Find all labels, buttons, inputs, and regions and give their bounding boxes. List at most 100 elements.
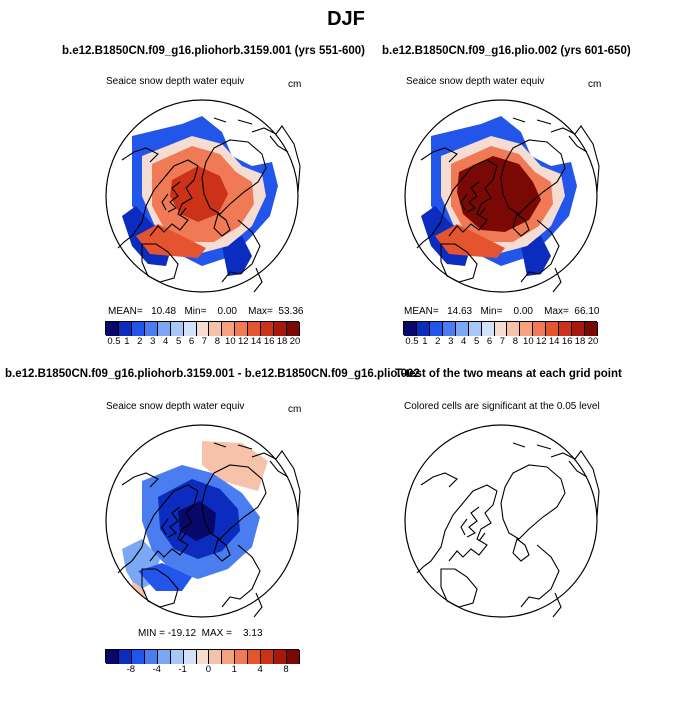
panel-2-colorbar-swatch xyxy=(572,322,586,336)
panel-1-colorbar-tick-label: 10 xyxy=(225,336,236,347)
panel-2-colorbar-swatch xyxy=(468,322,482,336)
coastline xyxy=(520,544,562,618)
panel-2-colorbar-tick-label: 0.5 xyxy=(405,336,419,347)
panel-2-colorbar-tick-label: 8 xyxy=(512,336,519,347)
coastline xyxy=(121,472,159,488)
panel-2-colorbar-tick-label: 16 xyxy=(561,336,573,347)
field-region xyxy=(138,563,192,591)
panel-3-colorbar-swatch xyxy=(235,650,249,664)
panel-1-colorbar-swatch xyxy=(248,322,262,336)
panel-3-map xyxy=(105,424,301,618)
panel-1-colorbar-swatch xyxy=(170,322,184,336)
panel-3-colorbar-tick-label: -4 xyxy=(152,664,161,675)
panel-3-colorbar-tick-label: 0 xyxy=(205,664,212,675)
coastline xyxy=(416,484,498,574)
panel-1-colorbar-tick-label: 12 xyxy=(237,336,249,347)
panel-2-min: 0.00 xyxy=(513,306,533,317)
panel-1-colorbar-tick-label: 2 xyxy=(137,336,143,347)
coastline xyxy=(161,506,187,542)
coastline xyxy=(420,147,458,163)
panel-1-colorbar-swatch xyxy=(183,322,197,336)
panel-2-colorbar-swatch xyxy=(404,322,417,336)
panel-3-colorbar-tick-label: 8 xyxy=(283,664,289,675)
panel-1-colorbar-swatch xyxy=(131,322,145,336)
panel-1-colorbar-swatch xyxy=(118,322,132,336)
panel-2-colorbar-swatch xyxy=(429,322,443,336)
panel-3-colorbar-tick-label: -1 xyxy=(178,664,187,675)
panel-3-colorbar-swatch xyxy=(209,650,223,664)
panel-1-colorbar-swatch xyxy=(144,322,158,336)
panel-2-colorbar-tick-label: 3 xyxy=(448,336,454,347)
panel-1-colorbar-tick-label: 5 xyxy=(175,336,182,347)
coastline xyxy=(141,243,179,283)
panel-3-units: cm xyxy=(288,404,302,415)
panel-4-title: T-test of the two means at each grid poi… xyxy=(395,368,622,380)
panel-2-max-label: Max= xyxy=(544,306,569,317)
panel-3-colorbar-tick-label: 4 xyxy=(257,664,263,675)
panel-1-colorbar-tick-label: 16 xyxy=(263,336,275,347)
panel-1-colorbar xyxy=(105,321,300,336)
panel-1-colorbar-swatch xyxy=(222,322,236,336)
map-boundary xyxy=(404,424,598,618)
panel-3-colorbar-swatch xyxy=(118,650,132,664)
panel-1-max: 53.36 xyxy=(278,306,304,317)
panel-1-min: 0.00 xyxy=(217,306,237,317)
panel-3-variable: Seaice snow depth water equiv xyxy=(106,401,245,412)
coastline xyxy=(420,472,458,488)
panel-1-colorbar-tick-label: 4 xyxy=(163,336,169,347)
panel-2-colorbar-tick-label: 20 xyxy=(587,336,599,347)
panel-1-colorbar-tick-label: 8 xyxy=(214,336,221,347)
panel-2-colorbar-swatch xyxy=(520,322,534,336)
map-boundary xyxy=(105,424,299,618)
coastline xyxy=(460,181,486,217)
coastline xyxy=(512,213,530,237)
panel-3-colorbar-swatch xyxy=(248,650,262,664)
panel-2-mean-label: MEAN= xyxy=(404,306,439,317)
panel-2-colorbar-swatch xyxy=(559,322,573,336)
panel-2-colorbar-swatch xyxy=(442,322,456,336)
panel-1-colorbar-swatch xyxy=(157,322,171,336)
panel-3-colorbar-swatch xyxy=(183,650,197,664)
panel-1-colorbar-tick-label: 14 xyxy=(250,336,262,347)
panel-1-colorbar-tick-label: 0.5 xyxy=(107,336,121,347)
panel-3-colorbar-tick-label: 1 xyxy=(231,664,237,675)
panel-2-colorbar-tick-label: 10 xyxy=(523,336,534,347)
panel-1-colorbar-swatch xyxy=(209,322,223,336)
coastline xyxy=(500,139,566,215)
panel-1-colorbar-swatch xyxy=(287,322,300,336)
panel-2-variable: Seaice snow depth water equiv xyxy=(406,76,545,87)
panel-3-colorbar-ticks: -8 -4 -1 0 1 4 8 xyxy=(105,664,299,676)
panel-3-colorbar-swatch xyxy=(106,650,119,664)
panel-2-colorbar-tick-label: 18 xyxy=(574,336,586,347)
panel-2-colorbar-tick-label: 6 xyxy=(486,336,493,347)
panel-2-colorbar-tick-label: 7 xyxy=(499,336,506,347)
panel-2-map xyxy=(404,99,600,293)
panel-3-colorbar-swatch xyxy=(144,650,158,664)
panel-1-title: b.e12.B1850CN.f09_g16.pliohorb.3159.001 … xyxy=(62,45,365,57)
panel-2-colorbar-swatch xyxy=(546,322,560,336)
panel-2-colorbar-swatch xyxy=(585,322,598,336)
coastline xyxy=(520,219,562,293)
coastline xyxy=(440,568,478,608)
panel-1-colorbar-ticks: 0.5 1 2 3 4 5 6 7 8 10 12 14 16 18 20 xyxy=(105,336,301,348)
panel-4-map xyxy=(404,424,600,618)
panel-2-colorbar-ticks: 0.5 1 2 3 4 5 6 7 8 10 12 14 16 18 20 xyxy=(403,336,599,348)
panel-1-mean: 10.48 xyxy=(151,306,177,317)
panel-1-colorbar-tick-label: 7 xyxy=(201,336,208,347)
panel-3-colorbar-swatch xyxy=(261,650,275,664)
panel-2-min-label: Min= xyxy=(480,306,503,317)
coastline xyxy=(512,442,600,518)
coastline xyxy=(121,147,159,163)
panel-2-colorbar-tick-label: 12 xyxy=(535,336,547,347)
panel-1-colorbar-swatch xyxy=(106,322,119,336)
panel-2-colorbar xyxy=(403,321,598,336)
panel-1-colorbar-tick-label: 20 xyxy=(289,336,301,347)
map-boundary xyxy=(404,99,598,293)
panel-3-colorbar xyxy=(105,649,300,664)
field-region xyxy=(222,236,252,276)
panel-2-colorbar-swatch xyxy=(455,322,469,336)
panel-2-colorbar-swatch xyxy=(416,322,430,336)
coastline xyxy=(141,568,179,608)
panel-1-mean-label: MEAN= xyxy=(108,306,143,317)
panel-2-max: 66.10 xyxy=(574,306,600,317)
